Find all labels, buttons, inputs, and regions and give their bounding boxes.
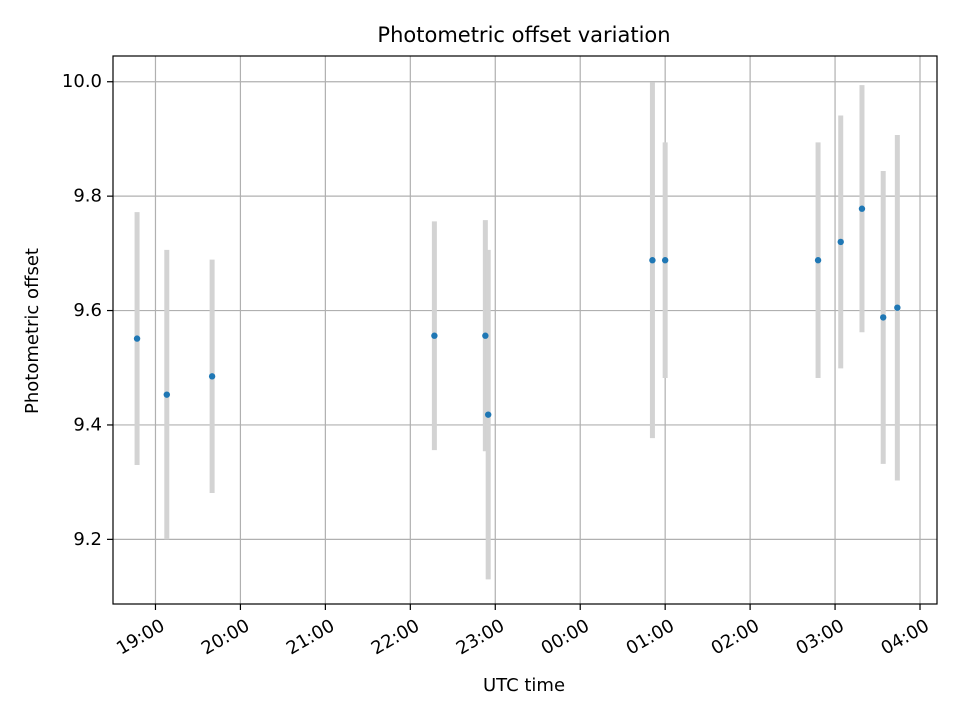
y-tick-label: 9.6 xyxy=(73,300,102,321)
data-point xyxy=(649,257,656,264)
x-tick-label: 23:00 xyxy=(453,615,508,659)
x-tick-label: 04:00 xyxy=(877,615,932,659)
error-bars xyxy=(134,82,900,580)
x-tick-label: 19:00 xyxy=(113,615,168,659)
data-point xyxy=(133,335,141,342)
x-axis-label: UTC time xyxy=(483,675,565,696)
x-tick-label: 01:00 xyxy=(623,615,678,659)
data-point xyxy=(814,257,822,264)
data-point xyxy=(879,314,887,321)
data-point xyxy=(208,373,216,380)
y-tick-label: 9.4 xyxy=(73,414,102,435)
x-tick-label: 03:00 xyxy=(793,615,848,659)
data-point xyxy=(894,304,901,311)
x-tick-label: 22:00 xyxy=(368,615,423,659)
data-point xyxy=(163,391,171,398)
data-points xyxy=(133,205,901,418)
data-point xyxy=(431,332,438,339)
x-tick-label: 02:00 xyxy=(708,615,763,659)
data-point xyxy=(661,257,669,264)
y-tick-label: 9.2 xyxy=(73,529,102,550)
data-point xyxy=(837,238,844,246)
x-tick-label: 21:00 xyxy=(283,615,338,659)
y-axis-label: Photometric offset xyxy=(22,248,43,414)
x-axis: 19:00 20:00 21:00 22:00 23:00 00:00 01:00 02:00… xyxy=(113,604,933,659)
data-point xyxy=(482,332,489,339)
data-point xyxy=(484,411,492,418)
grid xyxy=(113,56,937,604)
y-axis: 9.2 9.4 9.6 9.8 10.0 xyxy=(62,71,113,550)
plot-frame xyxy=(112,55,938,605)
x-tick-label: 00:00 xyxy=(538,615,593,659)
y-tick-label: 10.0 xyxy=(62,71,102,92)
y-tick-label: 9.8 xyxy=(73,186,102,207)
chart-title: Photometric offset variation xyxy=(377,23,670,47)
data-point xyxy=(858,205,866,212)
x-tick-label: 20:00 xyxy=(198,615,253,659)
